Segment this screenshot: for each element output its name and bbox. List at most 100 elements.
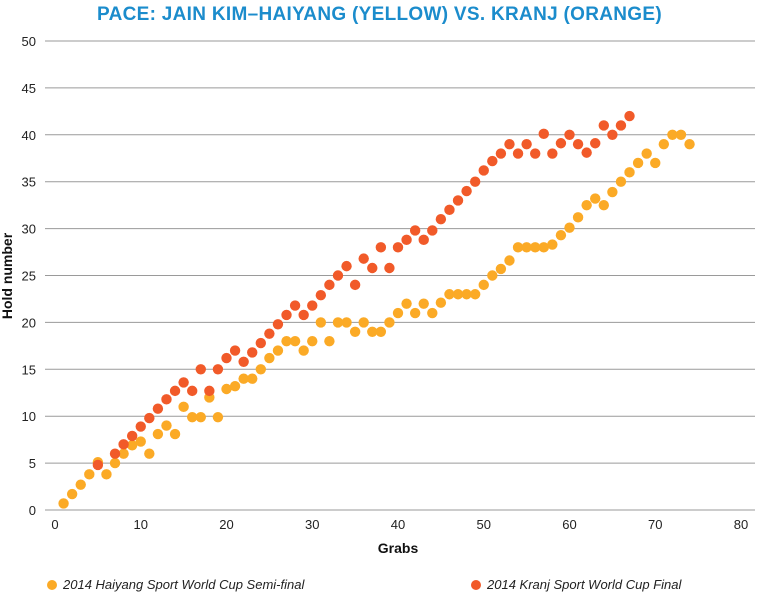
data-point — [144, 448, 155, 459]
y-tick-label: 25 — [22, 269, 36, 284]
data-point — [538, 128, 549, 140]
data-point — [307, 335, 318, 347]
x-tick-label: 60 — [562, 517, 576, 532]
data-point — [101, 469, 112, 480]
data-point — [315, 289, 327, 301]
data-point — [315, 317, 327, 328]
data-point — [187, 385, 198, 397]
data-point — [401, 298, 412, 309]
data-point — [469, 289, 481, 300]
data-point — [367, 326, 378, 337]
data-point — [126, 430, 138, 442]
data-point — [547, 239, 558, 250]
data-point — [444, 289, 455, 300]
data-point — [221, 352, 232, 364]
data-points — [58, 110, 695, 509]
data-point — [289, 300, 301, 311]
y-axis-label: Hold number — [0, 232, 15, 319]
data-point — [409, 225, 421, 236]
data-point — [521, 242, 532, 253]
data-point — [607, 186, 618, 198]
y-tick-label: 10 — [22, 409, 36, 424]
legend-label-kranj: 2014 Kranj Sport World Cup Final — [487, 577, 682, 592]
data-point — [255, 364, 266, 375]
x-tick-label: 40 — [391, 517, 405, 532]
data-point — [504, 138, 515, 150]
data-point — [461, 289, 472, 300]
data-point — [289, 335, 301, 347]
data-point — [281, 335, 292, 347]
data-point — [547, 148, 558, 159]
data-point — [452, 289, 464, 300]
data-point — [264, 352, 275, 364]
data-point — [178, 377, 189, 388]
data-point — [512, 148, 524, 159]
data-point — [195, 411, 206, 423]
x-tick-label: 0 — [51, 517, 58, 532]
data-point — [564, 129, 575, 140]
x-tick-label: 70 — [648, 517, 662, 532]
data-point — [504, 255, 515, 266]
data-point — [435, 214, 447, 225]
data-point — [92, 459, 104, 471]
data-point — [144, 412, 155, 424]
data-point — [384, 317, 395, 328]
data-point — [298, 345, 309, 356]
data-point — [590, 138, 601, 149]
y-tick-label: 50 — [22, 34, 36, 49]
x-axis-label: Grabs — [378, 540, 419, 556]
data-point — [109, 457, 121, 469]
data-point — [307, 300, 318, 311]
x-tick-label: 30 — [305, 517, 319, 532]
data-point — [418, 234, 429, 246]
data-point — [564, 222, 575, 233]
x-tick-label: 20 — [219, 517, 233, 532]
data-point — [229, 380, 241, 392]
legend-item-haiyang: 2014 Haiyang Sport World Cup Semi-final — [47, 577, 304, 592]
legend-marker-haiyang — [47, 579, 57, 590]
data-point — [66, 488, 78, 500]
y-tick-label: 40 — [22, 128, 36, 143]
chart-title: PACE: JAIN KIM–HAIYANG (YELLOW) VS. KRAN… — [97, 4, 662, 25]
data-point — [375, 326, 387, 337]
series-kranj — [92, 110, 635, 471]
data-point — [349, 326, 361, 337]
data-point — [161, 394, 172, 405]
series-haiyang — [58, 129, 695, 509]
x-tick-label: 80 — [734, 517, 748, 532]
data-point — [684, 138, 695, 150]
y-tick-label: 5 — [29, 456, 36, 471]
data-point — [427, 307, 438, 319]
data-point — [358, 317, 369, 328]
data-point — [255, 337, 266, 349]
data-point — [212, 411, 224, 423]
data-point — [667, 129, 678, 140]
data-point — [178, 401, 189, 413]
data-point — [538, 242, 549, 253]
data-point — [152, 428, 164, 440]
data-point — [495, 148, 507, 159]
data-point — [598, 199, 609, 211]
data-point — [247, 373, 258, 384]
data-point — [341, 260, 352, 272]
data-point — [624, 167, 635, 178]
data-point — [530, 148, 541, 159]
x-tick-label: 50 — [477, 517, 491, 532]
data-point — [281, 309, 292, 321]
data-point — [161, 420, 172, 431]
data-point — [221, 383, 232, 395]
data-point — [169, 428, 181, 440]
data-point — [581, 199, 592, 211]
data-point — [469, 176, 481, 187]
data-point — [495, 263, 507, 275]
data-point — [367, 262, 378, 274]
data-point — [427, 225, 438, 236]
data-point — [341, 317, 352, 328]
data-point — [264, 328, 275, 339]
y-tick-label: 45 — [22, 81, 36, 96]
data-point — [461, 185, 472, 197]
data-point — [212, 364, 224, 375]
data-point — [598, 120, 609, 131]
legend-item-kranj: 2014 Kranj Sport World Cup Final — [471, 577, 681, 592]
data-point — [478, 279, 489, 291]
